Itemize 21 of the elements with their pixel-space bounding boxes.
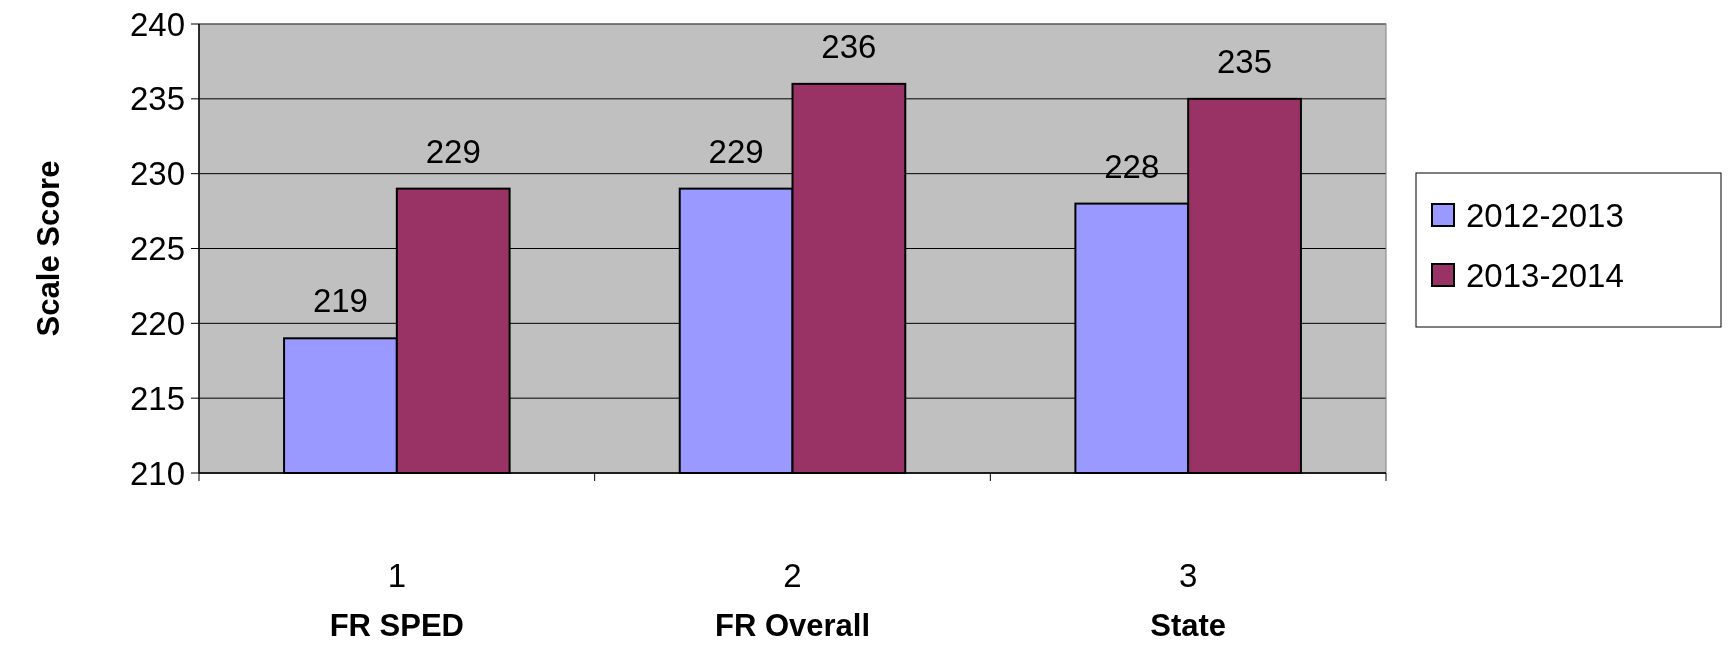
data-label: 236	[821, 27, 877, 65]
text: FR SPED	[329, 608, 465, 643]
y-tick-label: 230	[129, 155, 185, 193]
y-tick-label: 240	[129, 5, 185, 43]
y-tick-label: 215	[129, 379, 185, 417]
x-tick-label: 3	[1178, 556, 1198, 594]
y-axis-title: Scale Score	[30, 160, 66, 337]
y-tick-label: 225	[129, 230, 185, 268]
x-tick-label: 1	[387, 556, 407, 594]
legend-label: 2013-2014	[1466, 256, 1624, 294]
legend-label: 2012-2013	[1466, 196, 1624, 234]
data-label: 229	[708, 132, 764, 170]
data-label: 229	[425, 132, 481, 170]
data-label: 219	[312, 282, 368, 320]
text: FR Overall	[714, 608, 871, 643]
x-tick-label: 2	[783, 556, 802, 594]
y-tick-label: 235	[129, 80, 185, 118]
y-tick-label: 210	[129, 454, 185, 492]
data-label: 235	[1217, 42, 1273, 80]
y-tick-label: 220	[129, 304, 185, 342]
text: State	[1150, 608, 1227, 643]
